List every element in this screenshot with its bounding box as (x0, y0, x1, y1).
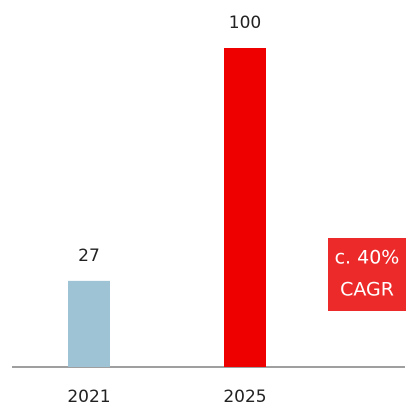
x-tick-label: 2025 (223, 387, 266, 406)
value-label: 100 (229, 13, 261, 33)
bar (68, 280, 110, 367)
annotation: c. 40% (335, 247, 400, 269)
x-tick-label: 2021 (67, 387, 110, 406)
annotation: CAGR (340, 279, 394, 301)
annotation-box (328, 238, 406, 311)
bar (224, 48, 266, 367)
value-label: 27 (78, 246, 100, 266)
